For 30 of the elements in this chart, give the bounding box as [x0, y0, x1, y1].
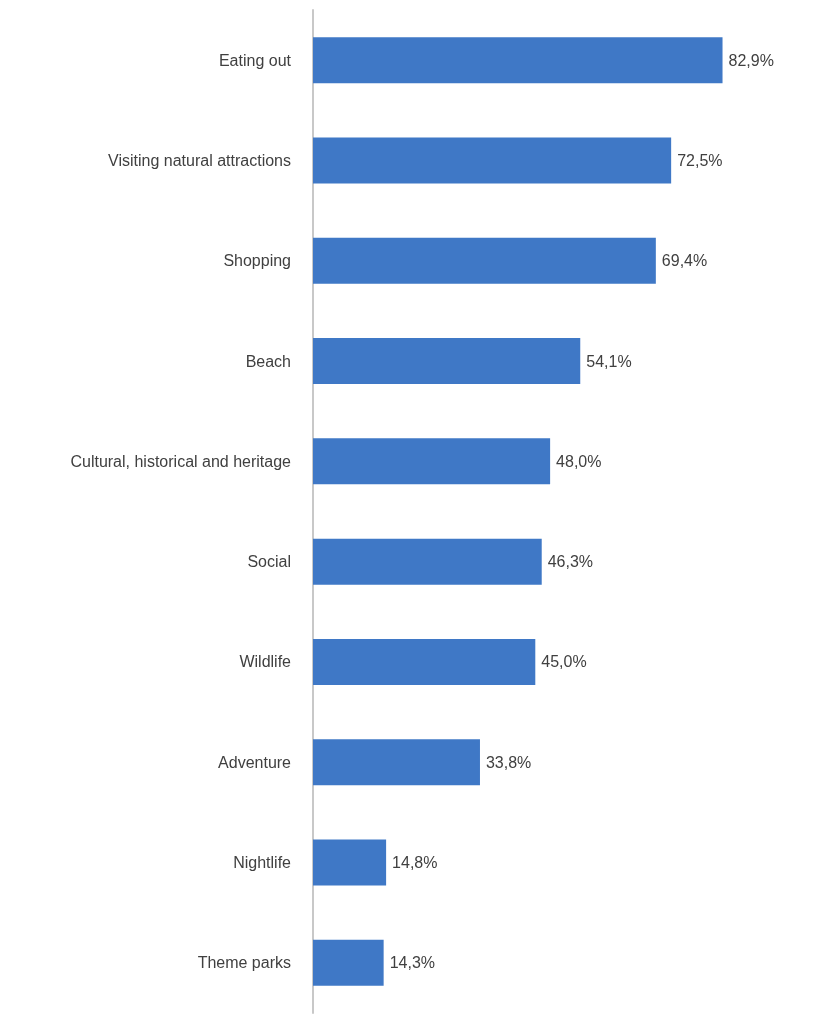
- data-label: 14,3%: [389, 954, 436, 972]
- bar: [313, 237, 656, 284]
- bar: [313, 839, 387, 886]
- y-tick-label: Theme parks: [197, 954, 291, 972]
- data-label: 33,8%: [485, 753, 532, 771]
- data-label: 69,4%: [661, 252, 708, 270]
- data-label: 14,8%: [392, 854, 438, 872]
- data-label: 54,1%: [586, 352, 632, 370]
- data-label: 46,3%: [547, 553, 594, 571]
- bar: [313, 739, 480, 786]
- y-tick-label: Visiting natural attractions: [108, 151, 291, 169]
- bar: [313, 538, 542, 585]
- y-tick-label: Adventure: [218, 753, 292, 771]
- data-label: 48,0%: [556, 452, 602, 470]
- bar: [313, 137, 672, 184]
- bar: [313, 438, 551, 485]
- y-tick-label: Cultural, historical and heritage: [70, 452, 292, 470]
- data-label: 72,5%: [677, 151, 723, 169]
- y-tick-label: Social: [247, 553, 291, 571]
- y-tick-label: Nightlife: [233, 854, 292, 872]
- data-label: 45,0%: [541, 653, 587, 671]
- y-tick-label: Eating out: [218, 51, 292, 69]
- bar: [313, 638, 536, 685]
- data-label: 82,9%: [728, 51, 774, 69]
- y-tick-label: Wildlife: [239, 653, 292, 671]
- y-tick-label: Beach: [245, 352, 291, 370]
- bar: [313, 338, 581, 385]
- y-tick-label: Shopping: [223, 252, 291, 270]
- bar: [313, 37, 723, 84]
- bar: [313, 939, 384, 986]
